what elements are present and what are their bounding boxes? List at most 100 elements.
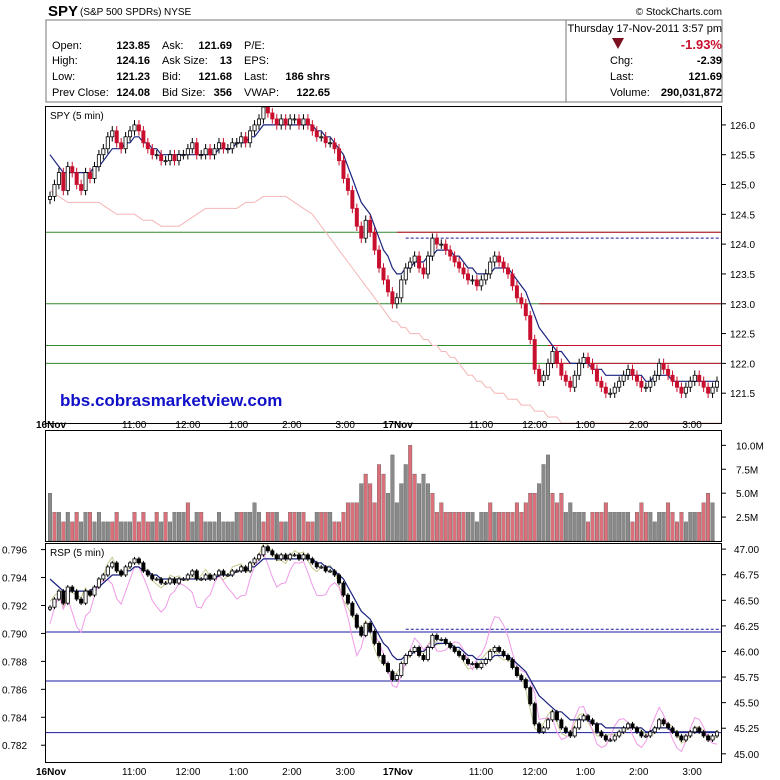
rsp-candle [394,675,399,681]
volume-bar [426,483,430,542]
volume-bar [439,502,444,542]
y-tick-label: 124.0 [730,240,755,251]
rsp-candle [657,719,662,729]
volume-bar [208,521,213,542]
vwap-label: VWAP: [244,87,279,99]
x-tick-label: 12:00 [175,420,200,431]
rsp-candle [399,663,404,676]
candle [626,368,631,376]
candle [48,196,53,200]
candle [394,297,399,305]
candle [532,339,537,370]
quote-header: SPY (S&P 500 SPDRs) NYSE © StockCharts.c… [0,0,780,105]
x-tick-label: 11:00 [122,420,147,431]
volume-bar [136,521,141,542]
candle [168,154,173,162]
candle [381,267,386,281]
volume-bar [163,512,168,542]
volume-bar [123,521,128,542]
rsp-candle [670,727,675,733]
volume-bar [537,483,542,542]
candle [674,380,679,388]
rsp-candle [136,558,141,564]
pe-label: P/E: [244,40,265,52]
candle [163,160,168,163]
candle [608,392,613,395]
volume-bar [305,521,310,542]
rsp-overlay-line [49,552,718,753]
security-name: (S&P 500 SPDRs) [80,7,162,18]
rsp-right-axis: 45.00 45.25 45.50 45.75 46.00 46.25 46.50 46.75… [722,545,759,761]
candle [96,154,101,168]
candle [265,106,270,114]
rsp-candle [474,663,479,668]
rsp-candle [150,574,155,580]
rsp-candle [172,578,177,584]
rsp-candle [408,651,413,656]
volume-bar [670,512,675,542]
rsp-candle [617,731,622,737]
volume-bar [225,521,230,542]
candle [65,166,70,191]
candle [221,142,226,150]
rsp-candle [679,735,684,741]
candle [639,380,644,388]
volume-bar [452,512,457,542]
volume-bar [626,512,631,542]
rsp-candle [301,554,306,560]
chg-label: Chg: [610,55,633,67]
y-tick-label: 45.00 [734,750,759,761]
candle [114,130,119,144]
rsp-candle [230,570,235,576]
rsp-candle [256,554,261,560]
volume-bar [648,512,653,542]
candle [159,154,164,162]
rsp-candle [319,566,324,569]
volume-bar [514,502,519,542]
volume-bar [128,521,132,542]
volume-bar [590,512,595,542]
rsp-candle [488,651,493,660]
volume-bar [635,512,639,542]
candle [56,172,61,185]
candle [559,362,564,376]
candle [92,166,97,179]
rsp-candle [603,735,608,741]
rsp-candle [332,570,337,576]
volume-bar [381,473,386,542]
rsp-candle [381,655,386,664]
candle [256,118,261,126]
candle [586,357,591,364]
y-tick-label: 122.5 [730,330,755,341]
candle [612,386,617,394]
candle [270,112,275,120]
volume-bar [532,493,537,542]
rsp-candle [65,586,70,604]
volume-bar [377,464,382,542]
x-tick-label: 2:00 [282,767,302,778]
open-label: Open: [52,40,82,52]
volume-bar [666,502,671,542]
candle [234,142,239,145]
volume-bar [688,512,693,542]
volume-bar [710,502,715,542]
low-label: Low: [52,71,75,83]
volume-bar [497,512,502,542]
rsp-candle [114,562,119,572]
y-tick-label: 46.75 [734,571,759,582]
candle [634,374,639,382]
volume-bar [243,512,248,542]
volume-bar [154,512,159,542]
y-tick-label: 0.790 [2,629,27,640]
candle [403,267,408,281]
rsp-candle [479,663,484,668]
volume-bar [492,512,497,542]
y-tick-label: 122.0 [730,359,755,370]
rsp-candle [101,574,106,580]
volume-bar [675,521,679,542]
candle [514,285,519,299]
rsp-candle [514,667,519,676]
volume-bar [74,512,79,542]
rsp-candle [359,626,364,636]
volume-bar [692,512,697,542]
